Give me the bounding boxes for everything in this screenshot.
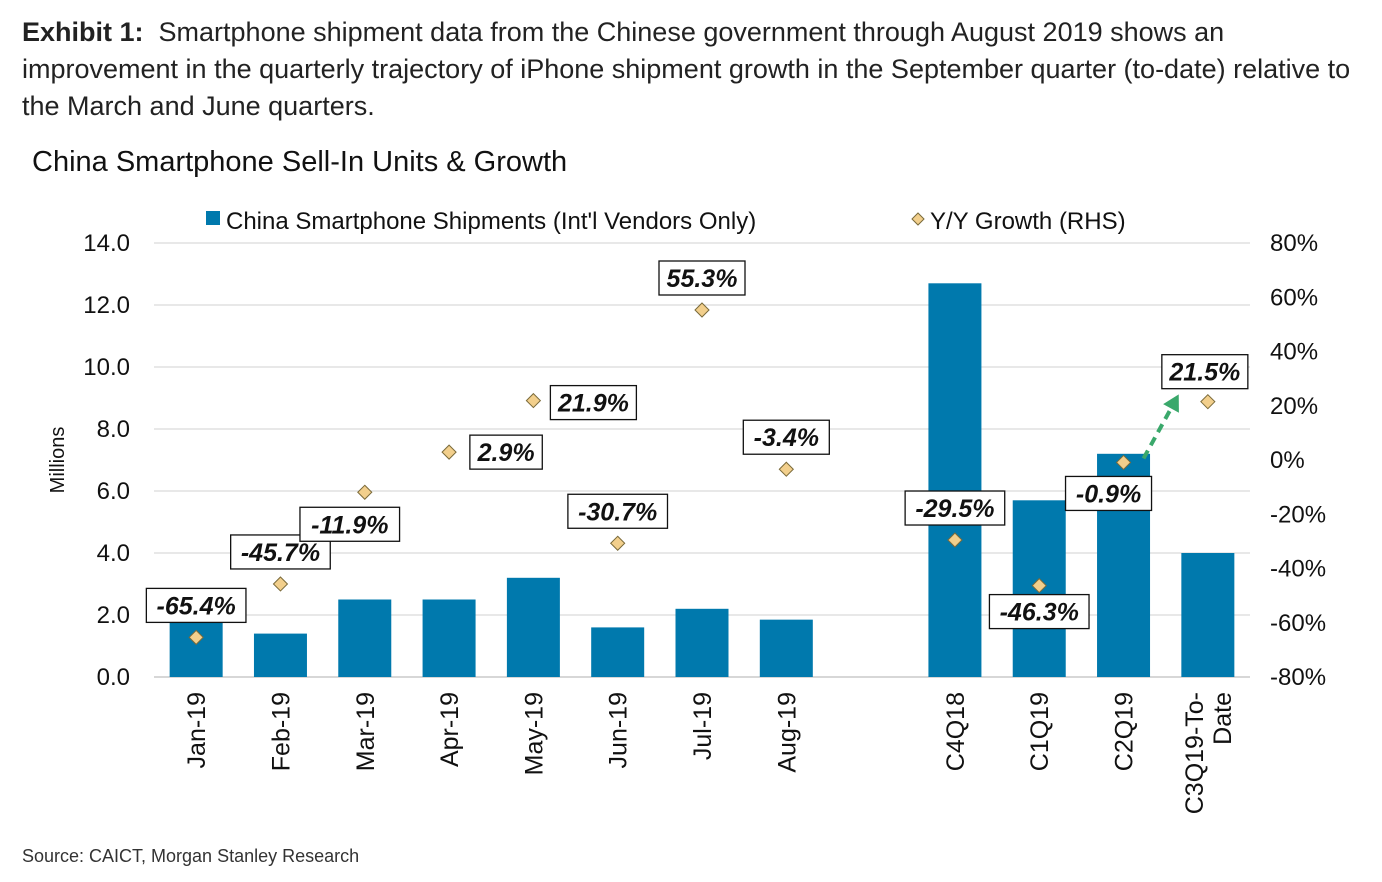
data-label: -0.9%	[1076, 480, 1141, 508]
x-tick-label: Mar-19	[352, 692, 380, 771]
data-label-box	[567, 493, 669, 529]
bar	[338, 599, 392, 677]
y-tick-label: 2.0	[97, 602, 130, 629]
data-label-box	[1161, 354, 1249, 390]
growth-marker	[525, 392, 542, 409]
data-label: -65.4%	[157, 592, 236, 620]
data-label: 55.3%	[667, 265, 738, 293]
x-tick-label: Jul-19	[689, 692, 717, 760]
y2-tick-label: -20%	[1270, 501, 1326, 528]
growth-marker	[1031, 577, 1047, 594]
growth-marker	[188, 629, 204, 646]
y-tick-label: 0.0	[97, 664, 130, 691]
data-label: 21.9%	[557, 390, 629, 418]
data-label-box	[145, 587, 247, 624]
growth-marker	[778, 461, 795, 477]
y-tick-label: 10.0	[83, 354, 130, 381]
data-label-box	[1064, 475, 1153, 512]
x-tick-label: Jan-19	[183, 692, 211, 768]
x-tick-label: C2Q19	[1111, 692, 1139, 771]
trend-arrow-head	[1163, 394, 1179, 413]
data-label: -11.9%	[311, 511, 388, 539]
growth-marker	[272, 576, 289, 592]
x-tick-label: C3Q19-To-	[1181, 692, 1209, 814]
exhibit-caption: Exhibit 1: Smartphone shipment data from…	[22, 14, 1362, 125]
y2-tick-label: -80%	[1270, 664, 1326, 691]
chart-title: China Smartphone Sell-In Units & Growth	[32, 146, 568, 178]
x-tick-label: Feb-19	[267, 692, 295, 771]
x-tick-label: C1Q19	[1026, 692, 1054, 771]
exhibit-text: Smartphone shipment data from the Chines…	[22, 17, 1351, 121]
x-tick-label: May-19	[520, 692, 548, 775]
bar	[169, 621, 223, 677]
y2-tick-label: 20%	[1270, 393, 1318, 420]
y2-tick-label: 0%	[1270, 447, 1305, 474]
growth-marker	[441, 444, 457, 460]
y2-tick-label: -60%	[1270, 610, 1326, 637]
data-label: -3.4%	[754, 424, 819, 452]
source-note: Source: CAICT, Morgan Stanley Research	[22, 846, 360, 866]
x-tick-label: Aug-19	[773, 692, 801, 773]
x-tick-label: Date	[1209, 692, 1237, 745]
legend-swatch-shipments	[206, 211, 220, 225]
legend-label-shipments: China Smartphone Shipments (Int'l Vendor…	[226, 208, 756, 235]
y2-tick-label: 80%	[1270, 230, 1318, 257]
trend-arrow	[1141, 398, 1178, 460]
y-tick-label: 12.0	[83, 292, 130, 319]
data-label: -30.7%	[578, 498, 657, 526]
y-tick-label: 8.0	[97, 416, 130, 443]
data-label: -29.5%	[915, 495, 994, 523]
bar	[253, 633, 307, 677]
x-tick-label: Apr-19	[436, 692, 464, 767]
bar	[506, 577, 560, 677]
data-label-box	[904, 490, 1006, 526]
data-label-box	[988, 593, 1090, 630]
growth-marker	[357, 484, 373, 500]
data-label-box	[299, 506, 401, 542]
growth-marker	[947, 532, 963, 548]
growth-marker	[609, 535, 626, 551]
y2-tick-label: -40%	[1270, 556, 1326, 583]
data-label: 2.9%	[477, 439, 535, 467]
data-label-box	[469, 434, 543, 470]
bar	[422, 599, 476, 677]
legend-label-growth: Y/Y Growth (RHS)	[930, 208, 1126, 235]
x-tick-label: Jun-19	[605, 692, 633, 768]
bar	[928, 283, 982, 677]
x-tick-label: C4Q18	[942, 692, 970, 771]
bar	[675, 608, 729, 677]
data-label-box	[658, 260, 746, 296]
bar	[591, 627, 645, 677]
growth-marker	[694, 302, 710, 318]
data-label: -46.3%	[1000, 599, 1079, 627]
data-label: -45.7%	[241, 539, 320, 567]
data-label-box	[742, 419, 830, 455]
data-label: 21.5%	[1168, 359, 1240, 387]
bar	[1181, 553, 1235, 677]
growth-marker	[1115, 454, 1132, 471]
y-axis-label: Millions	[47, 427, 69, 494]
y2-tick-label: 60%	[1270, 284, 1318, 311]
y2-tick-label: 40%	[1270, 339, 1318, 366]
growth-marker	[1200, 393, 1216, 410]
y-tick-label: 14.0	[83, 230, 130, 257]
exhibit-label: Exhibit 1:	[22, 17, 144, 47]
data-label-box	[549, 384, 638, 421]
legend-swatch-growth	[911, 212, 925, 226]
bar	[759, 619, 813, 677]
y-tick-label: 6.0	[97, 478, 130, 505]
y-tick-label: 4.0	[97, 540, 130, 567]
